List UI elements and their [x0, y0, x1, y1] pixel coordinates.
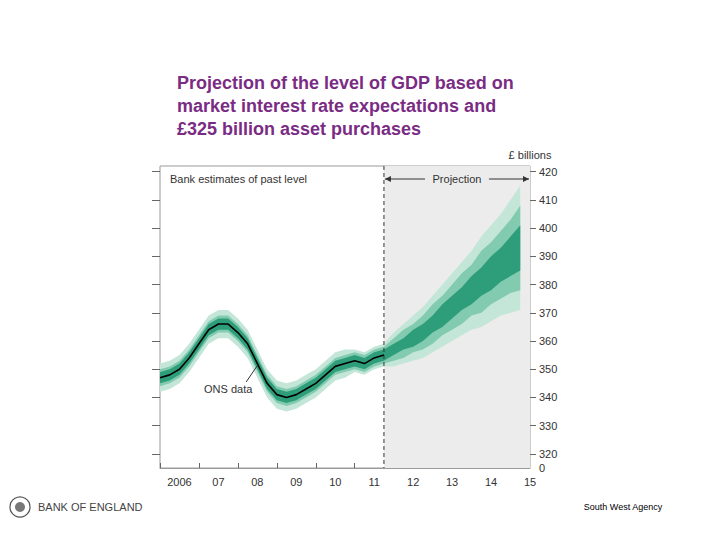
svg-text:09: 09 [290, 476, 302, 488]
svg-text:Bank estimates of past level: Bank estimates of past level [170, 173, 307, 185]
svg-text:330: 330 [539, 420, 557, 432]
svg-text:11: 11 [368, 476, 379, 488]
svg-text:BANK OF ENGLAND: BANK OF ENGLAND [38, 501, 143, 513]
svg-text:12: 12 [407, 476, 419, 488]
svg-text:13: 13 [446, 476, 458, 488]
svg-text:0: 0 [539, 462, 545, 474]
svg-text:£ billions: £ billions [509, 149, 552, 161]
svg-text:350: 350 [539, 363, 557, 375]
svg-text:Projection: Projection [433, 173, 482, 185]
svg-text:South West Agency: South West Agency [584, 502, 663, 512]
svg-text:370: 370 [539, 307, 557, 319]
svg-text:14: 14 [485, 476, 497, 488]
svg-text:2006: 2006 [167, 476, 191, 488]
svg-text:Projection of the level of GDP: Projection of the level of GDP based on [177, 73, 519, 93]
svg-text:07: 07 [212, 476, 224, 488]
svg-text:10: 10 [329, 476, 341, 488]
svg-text:400: 400 [539, 222, 557, 234]
svg-text:15: 15 [524, 476, 536, 488]
svg-text:ONS data: ONS data [204, 383, 253, 395]
svg-text:340: 340 [539, 391, 557, 403]
svg-text:£325 billion asset purchases: £325 billion asset purchases [177, 119, 421, 139]
svg-text:360: 360 [539, 335, 557, 347]
svg-text:410: 410 [539, 194, 557, 206]
svg-text:420: 420 [539, 166, 557, 178]
svg-text:320: 320 [539, 448, 557, 460]
svg-text:380: 380 [539, 279, 557, 291]
svg-text:08: 08 [251, 476, 263, 488]
svg-text:market interest rate expectati: market interest rate expectations and [177, 96, 501, 116]
svg-text:390: 390 [539, 250, 557, 262]
